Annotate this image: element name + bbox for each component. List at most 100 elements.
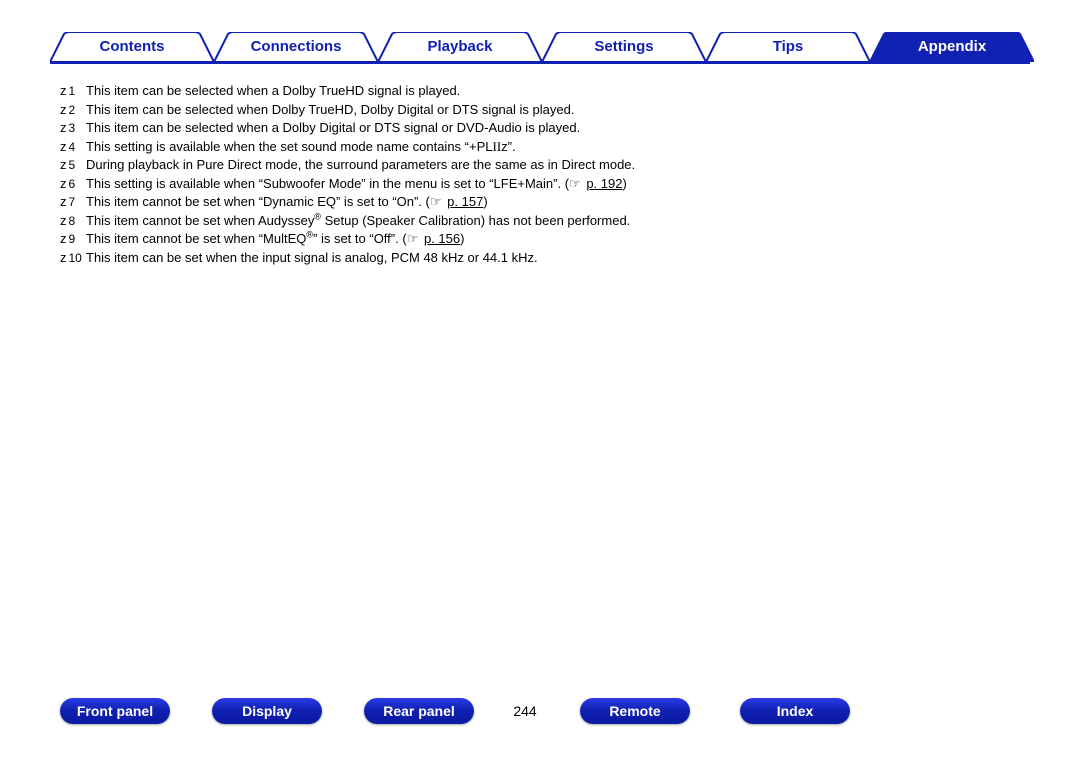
tab-label: Contents xyxy=(100,38,165,55)
footnote-marker: z10 xyxy=(60,249,86,267)
nav-button-rear-panel[interactable]: Rear panel xyxy=(364,698,474,724)
footnote-text-before: This item cannot be set when Audyssey xyxy=(86,213,314,228)
tab-contents[interactable]: Contents xyxy=(50,32,214,62)
footnote-marker: z1 xyxy=(60,82,86,100)
footnote-text: This item can be selected when a Dolby D… xyxy=(86,119,1020,137)
footnote-text-before: This item can be selected when a Dolby D… xyxy=(86,120,580,135)
tab-label: Appendix xyxy=(918,38,986,55)
footnote-text-after: ) xyxy=(460,231,464,246)
footnote-text-before: During playback in Pure Direct mode, the… xyxy=(86,157,635,172)
footnote-marker: z4 xyxy=(60,138,86,156)
footnote-bullet: z xyxy=(60,82,67,100)
footnote-text-before: This setting is available when “Subwoofe… xyxy=(86,176,569,191)
footnote-marker: z8 xyxy=(60,212,86,230)
footnote-text-after: ) xyxy=(622,176,626,191)
footnote-text-after-pre: ” is set to “Off”. ( xyxy=(313,231,407,246)
footnote-row: z8This item cannot be set when Audyssey®… xyxy=(60,212,1020,230)
tab-playback[interactable]: Playback xyxy=(378,32,542,62)
footnote-marker: z9 xyxy=(60,230,86,248)
footnote-text: This item can be selected when a Dolby T… xyxy=(86,82,1020,100)
tab-tips[interactable]: Tips xyxy=(706,32,870,62)
footnote-row: z4This setting is available when the set… xyxy=(60,138,1020,156)
footnote-number: 10 xyxy=(69,250,82,266)
footnote-row: z10This item can be set when the input s… xyxy=(60,249,1020,267)
nav-button-remote[interactable]: Remote xyxy=(580,698,690,724)
footnote-text: This item can be set when the input sign… xyxy=(86,249,1020,267)
registered-icon: ® xyxy=(314,212,321,222)
nav-button-label: Remote xyxy=(609,703,660,719)
footnote-marker: z3 xyxy=(60,119,86,137)
tab-label: Playback xyxy=(427,38,492,55)
tab-underline xyxy=(50,62,1030,64)
footnote-row: z5During playback in Pure Direct mode, t… xyxy=(60,156,1020,174)
footnote-text: This setting is available when the set s… xyxy=(86,138,1020,156)
footnote-text-before: This setting is available when the set s… xyxy=(86,139,493,154)
footnote-number: 8 xyxy=(69,213,76,229)
nav-button-label: Front panel xyxy=(77,703,153,719)
page-link[interactable]: p. 192 xyxy=(586,176,622,191)
tab-label: Tips xyxy=(773,38,804,55)
footnote-bullet: z xyxy=(60,193,67,211)
roman-numeral: II xyxy=(493,139,502,154)
footnote-bullet: z xyxy=(60,230,67,248)
bottom-nav-row: Front panel Display Rear panel Remote Index 2… xyxy=(60,698,1020,728)
page-number: 244 xyxy=(485,698,565,724)
nav-button-front-panel[interactable]: Front panel xyxy=(60,698,170,724)
tab-appendix[interactable]: Appendix xyxy=(870,32,1034,62)
nav-button-label: Rear panel xyxy=(383,703,455,719)
tab-label: Connections xyxy=(251,38,342,55)
footnote-number: 7 xyxy=(69,194,76,210)
footnote-row: z6This setting is available when “Subwoo… xyxy=(60,175,1020,193)
footnote-bullet: z xyxy=(60,101,67,119)
footnote-bullet: z xyxy=(60,119,67,137)
footnote-number: 9 xyxy=(69,231,76,247)
footnote-row: z1This item can be selected when a Dolby… xyxy=(60,82,1020,100)
footnote-text-before: This item can be selected when a Dolby T… xyxy=(86,83,460,98)
tab-connections[interactable]: Connections xyxy=(214,32,378,62)
footnote-text: This item cannot be set when “MultEQ®” i… xyxy=(86,230,1020,248)
footnote-number: 1 xyxy=(69,83,76,99)
footnote-text-before: This item cannot be set when “MultEQ xyxy=(86,231,306,246)
nav-button-index[interactable]: Index xyxy=(740,698,850,724)
nav-button-display[interactable]: Display xyxy=(212,698,322,724)
footnote-marker: z7 xyxy=(60,193,86,211)
footnote-number: 5 xyxy=(69,157,76,173)
page-link[interactable]: p. 157 xyxy=(447,194,483,209)
footnote-row: z3This item can be selected when a Dolby… xyxy=(60,119,1020,137)
footnote-number: 3 xyxy=(69,120,76,136)
nav-button-label: Index xyxy=(777,703,814,719)
footnote-text-before: This item can be set when the input sign… xyxy=(86,250,538,265)
top-tab-row: Contents Connections Playback Settings Tips A… xyxy=(50,32,1030,64)
footnote-row: z7This item cannot be set when “Dynamic … xyxy=(60,193,1020,211)
footnote-row: z9This item cannot be set when “MultEQ®”… xyxy=(60,230,1020,248)
footnote-text-before: This item can be selected when Dolby Tru… xyxy=(86,102,574,117)
tab-settings[interactable]: Settings xyxy=(542,32,706,62)
nav-button-label: Display xyxy=(242,703,292,719)
footnote-text: During playback in Pure Direct mode, the… xyxy=(86,156,1020,174)
footnote-marker: z2 xyxy=(60,101,86,119)
footnote-number: 2 xyxy=(69,102,76,118)
pointer-icon: ☞ xyxy=(569,176,584,191)
pointer-icon: ☞ xyxy=(407,231,422,246)
footnote-list: z1This item can be selected when a Dolby… xyxy=(60,82,1020,267)
footnote-marker: z6 xyxy=(60,175,86,193)
footnote-row: z2This item can be selected when Dolby T… xyxy=(60,101,1020,119)
footnote-text-after: Setup (Speaker Calibration) has not been… xyxy=(321,213,630,228)
footnote-text-after: z”. xyxy=(501,139,515,154)
footnote-text: This item cannot be set when “Dynamic EQ… xyxy=(86,193,1020,211)
footnote-bullet: z xyxy=(60,175,67,193)
footnote-bullet: z xyxy=(60,138,67,156)
footnote-text-after: ) xyxy=(483,194,487,209)
pointer-icon: ☞ xyxy=(430,194,445,209)
footnote-text-before: This item cannot be set when “Dynamic EQ… xyxy=(86,194,430,209)
footnote-marker: z5 xyxy=(60,156,86,174)
tab-label: Settings xyxy=(594,38,653,55)
footnote-number: 6 xyxy=(69,176,76,192)
page-link[interactable]: p. 156 xyxy=(424,231,460,246)
footnote-number: 4 xyxy=(69,139,76,155)
footnote-text: This item can be selected when Dolby Tru… xyxy=(86,101,1020,119)
footnote-bullet: z xyxy=(60,249,67,267)
footnote-text: This item cannot be set when Audyssey® S… xyxy=(86,212,1020,230)
footnote-bullet: z xyxy=(60,212,67,230)
footnote-bullet: z xyxy=(60,156,67,174)
